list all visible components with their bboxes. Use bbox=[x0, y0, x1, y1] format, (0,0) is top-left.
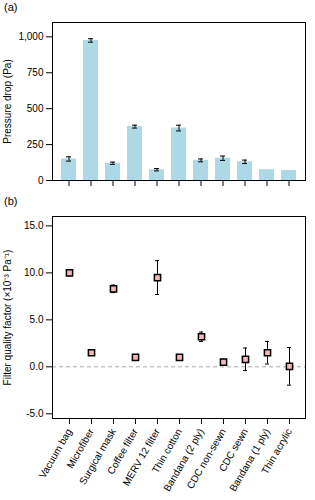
svg-text:Thin cotton: Thin cotton bbox=[149, 426, 184, 475]
html-text:(b): (b) bbox=[4, 195, 18, 207]
svg-text:5.0: 5.0 bbox=[30, 314, 44, 325]
svg-text:MERV 12 filter: MERV 12 filter bbox=[120, 426, 162, 488]
svg-text:Microfiber: Microfiber bbox=[64, 426, 96, 471]
svg-text:Bandana (1 ply): Bandana (1 ply) bbox=[227, 426, 272, 494]
svg-text:15.0: 15.0 bbox=[24, 220, 44, 231]
svg-text:1,000: 1,000 bbox=[18, 31, 43, 42]
svg-text:0: 0 bbox=[38, 175, 44, 186]
svg-text:Vacuum bag: Vacuum bag bbox=[37, 427, 74, 480]
svg-text:CDC non-sewn: CDC non-sewn bbox=[184, 426, 228, 491]
svg-text:-5.0: -5.0 bbox=[26, 408, 44, 419]
svg-text:Thin acrylic: Thin acrylic bbox=[259, 427, 294, 476]
html-text:(a): (a) bbox=[4, 1, 18, 13]
svg-text:500: 500 bbox=[27, 103, 44, 114]
svg-text:0.0: 0.0 bbox=[30, 361, 44, 372]
svg-text:750: 750 bbox=[27, 67, 44, 78]
svg-text:Pressure drop (Pa): Pressure drop (Pa) bbox=[2, 59, 13, 143]
svg-text:Bandana (2 ply): Bandana (2 ply) bbox=[161, 426, 206, 494]
svg-text:Surgical mask: Surgical mask bbox=[77, 426, 118, 487]
svg-text:CDC sewn: CDC sewn bbox=[216, 426, 250, 474]
svg-text:Coffee filter: Coffee filter bbox=[105, 426, 140, 477]
svg-text:10.0: 10.0 bbox=[24, 267, 44, 278]
svg-text:Filter quality factor (×10⁻³ P: Filter quality factor (×10⁻³ Pa⁻¹) bbox=[2, 250, 13, 386]
svg-text:250: 250 bbox=[27, 139, 44, 150]
